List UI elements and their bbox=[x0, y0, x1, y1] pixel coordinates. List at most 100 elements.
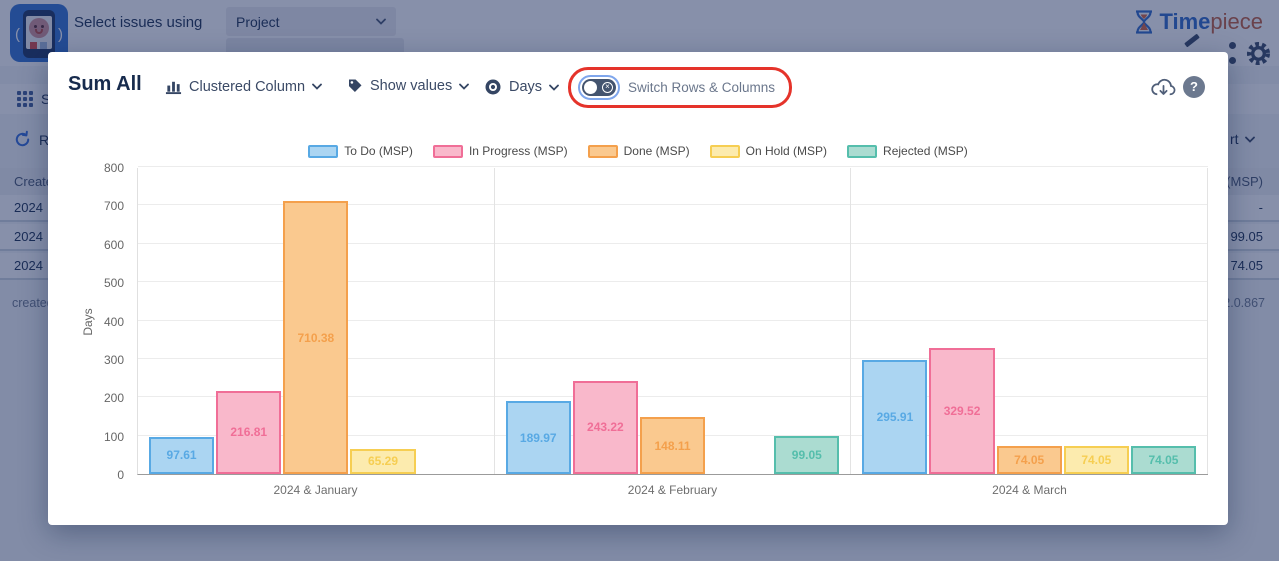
legend-item[interactable]: To Do (MSP) bbox=[308, 144, 413, 158]
bar-group: 295.91 329.52 74.05 74.05 74.05 bbox=[851, 168, 1209, 474]
bar-to-do-msp[interactable]: 295.91 bbox=[862, 360, 928, 474]
plot-area: 97.61 216.81 710.38 65.29 189.97 243.22 148.11… bbox=[137, 166, 1209, 475]
legend-label: Done (MSP) bbox=[623, 144, 690, 158]
y-tick-label: 0 bbox=[117, 468, 124, 482]
show-values-label: Show values bbox=[370, 78, 453, 94]
chart-type-label: Clustered Column bbox=[189, 78, 306, 95]
legend-item[interactable]: In Progress (MSP) bbox=[432, 144, 568, 158]
download-cloud-icon[interactable] bbox=[1150, 76, 1177, 104]
help-icon[interactable]: ? bbox=[1183, 76, 1205, 98]
bar-value-label: 243.22 bbox=[587, 420, 624, 435]
bar-slot: 74.05 bbox=[1130, 445, 1197, 474]
gridline bbox=[138, 396, 1208, 398]
bar-done-msp[interactable]: 74.05 bbox=[996, 445, 1062, 474]
y-axis-ticks: 0 100 200 300 400 500 600 700 800 bbox=[90, 161, 132, 482]
y-tick-label: 200 bbox=[103, 391, 124, 406]
bar-value-label: 74.05 bbox=[1148, 452, 1179, 467]
unit-dropdown[interactable]: Days bbox=[484, 78, 559, 96]
bar-group: 97.61 216.81 710.38 65.29 bbox=[138, 168, 495, 474]
legend-label: On Hold (MSP) bbox=[745, 144, 828, 158]
switch-rows-columns-toggle[interactable]: × bbox=[582, 79, 616, 96]
bar-in-progress-msp[interactable]: 243.22 bbox=[572, 380, 638, 474]
chart-type-dropdown[interactable]: Clustered Column bbox=[165, 78, 322, 95]
bar-slot: 189.97 bbox=[505, 401, 571, 474]
bar-in-progress-msp[interactable]: 216.81 bbox=[216, 390, 282, 474]
bar-to-do-msp[interactable]: 189.97 bbox=[505, 401, 571, 474]
bar-slot: 97.61 bbox=[149, 436, 215, 474]
chart-legend: To Do (MSP) In Progress (MSP) Done (MSP) On… bbox=[48, 144, 1228, 158]
bar-slot: 148.11 bbox=[639, 417, 706, 474]
y-tick-label: 100 bbox=[103, 429, 124, 444]
show-values-dropdown[interactable]: Show values bbox=[347, 78, 470, 94]
bar-to-do-msp[interactable]: 97.61 bbox=[149, 436, 215, 474]
bar-done-msp[interactable]: 710.38 bbox=[283, 201, 349, 474]
y-tick-label: 600 bbox=[103, 237, 124, 252]
legend-swatch bbox=[308, 144, 339, 158]
bar-done-msp[interactable]: 148.11 bbox=[639, 417, 706, 474]
eye-target-icon bbox=[485, 79, 501, 95]
bar-slot: 295.91 bbox=[862, 360, 928, 474]
category-labels: 2024 & January 2024 & February 2024 & Marc… bbox=[137, 483, 1208, 497]
gridline bbox=[138, 357, 1208, 359]
bar-value-label: 99.05 bbox=[791, 448, 822, 462]
bar-on-hold-msp[interactable]: 74.05 bbox=[1063, 445, 1129, 474]
category-label: 2024 & February bbox=[627, 483, 718, 497]
gridline bbox=[138, 242, 1208, 244]
y-tick-label: 400 bbox=[103, 314, 124, 329]
legend-swatch bbox=[847, 144, 878, 158]
bar-slot: 99.05 bbox=[774, 436, 840, 474]
bar-value-label: 65.29 bbox=[367, 454, 398, 469]
legend-swatch bbox=[709, 144, 740, 158]
bar-slot: 216.81 bbox=[216, 390, 282, 474]
y-tick-label: 500 bbox=[103, 276, 124, 291]
column-chart-icon bbox=[165, 81, 182, 95]
chevron-down-icon bbox=[549, 84, 559, 91]
bar-group: 189.97 243.22 148.11 99.05 bbox=[495, 168, 852, 474]
gridline bbox=[138, 166, 1208, 167]
chart-modal: Sum All Clustered Column Show values bbox=[48, 52, 1228, 525]
category-label: 2024 & January bbox=[273, 483, 358, 497]
bar-in-progress-msp[interactable]: 329.52 bbox=[929, 347, 995, 474]
bar-on-hold-msp[interactable]: 65.29 bbox=[350, 448, 416, 474]
bar-slot: 329.52 bbox=[929, 347, 995, 474]
bar-value-label: 74.05 bbox=[1081, 452, 1112, 467]
annotation-red-oval: × Switch Rows & Columns bbox=[568, 67, 793, 108]
bar-rejected-msp[interactable]: 74.05 bbox=[1130, 445, 1197, 474]
y-tick-label: 700 bbox=[103, 199, 124, 214]
gridline bbox=[138, 281, 1208, 283]
unit-label: Days bbox=[509, 79, 543, 95]
toggle-focus-ring: × bbox=[578, 75, 620, 100]
gridline bbox=[138, 319, 1208, 321]
y-tick-label: 300 bbox=[103, 352, 124, 367]
legend-label: To Do (MSP) bbox=[344, 144, 413, 158]
legend-swatch bbox=[587, 144, 618, 158]
bar-slot: 65.29 bbox=[350, 448, 416, 474]
bar-value-label: 74.05 bbox=[1014, 452, 1045, 467]
chevron-down-icon bbox=[459, 83, 470, 90]
bar-value-label: 189.97 bbox=[519, 430, 557, 445]
legend-item[interactable]: On Hold (MSP) bbox=[709, 144, 828, 158]
bar-value-label: 295.91 bbox=[876, 410, 914, 425]
bar-value-label: 148.11 bbox=[654, 438, 691, 453]
category-label: 2024 & March bbox=[992, 483, 1067, 497]
bar-value-label: 97.61 bbox=[166, 448, 197, 463]
tag-icon bbox=[349, 79, 362, 92]
bar-value-label: 710.38 bbox=[297, 330, 335, 345]
bar-rejected-msp[interactable]: 99.05 bbox=[774, 436, 840, 474]
bar-slot: 74.05 bbox=[996, 445, 1062, 474]
legend-item[interactable]: Rejected (MSP) bbox=[847, 144, 968, 158]
bar-slot: 74.05 bbox=[1063, 445, 1129, 474]
chevron-down-icon bbox=[312, 83, 322, 90]
legend-label: In Progress (MSP) bbox=[468, 144, 568, 158]
legend-swatch bbox=[432, 144, 463, 158]
bar-slot: 243.22 bbox=[572, 380, 638, 474]
legend-label: Rejected (MSP) bbox=[883, 144, 968, 158]
legend-item[interactable]: Done (MSP) bbox=[587, 144, 690, 158]
toggle-off-x-icon: × bbox=[602, 82, 613, 93]
gridline bbox=[138, 204, 1208, 206]
bar-slot: 710.38 bbox=[283, 201, 349, 474]
bar-value-label: 216.81 bbox=[230, 425, 268, 440]
modal-title: Sum All bbox=[68, 73, 142, 95]
switch-rows-columns-label: Switch Rows & Columns bbox=[628, 80, 776, 95]
